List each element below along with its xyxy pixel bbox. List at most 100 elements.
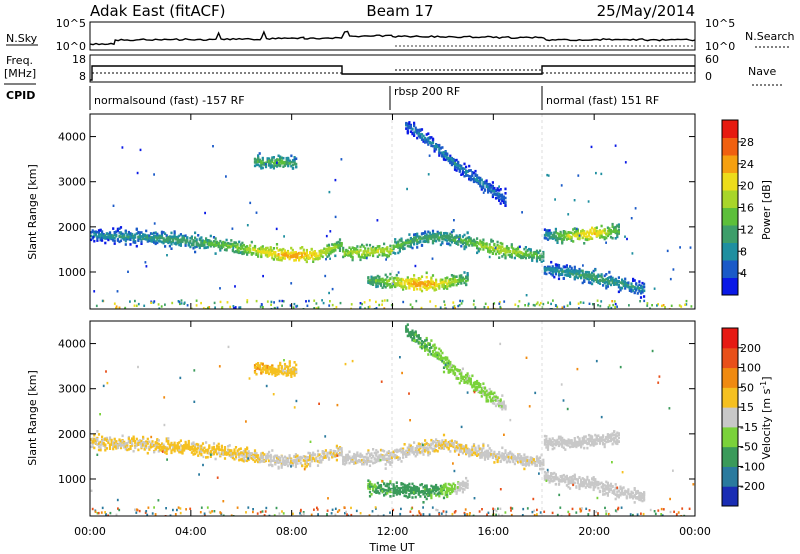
velocity-cell: [282, 457, 285, 460]
power-colorbar-swatch: [722, 120, 738, 138]
power-cell: [285, 254, 288, 257]
power-cell: [357, 253, 360, 256]
velocity-cell: [381, 457, 384, 460]
power-cell: [277, 256, 280, 259]
power-cell: [145, 238, 148, 241]
power-cell: [463, 174, 466, 178]
velocity-cell: [329, 451, 332, 455]
power-cell: [465, 283, 468, 287]
velocity-cell: [469, 453, 472, 457]
power-cell: [176, 237, 179, 240]
power-cell: [450, 238, 453, 242]
power-cell: [136, 171, 139, 175]
velocity-cell: [156, 444, 159, 447]
power-cell: [293, 157, 296, 161]
power-cell: [274, 161, 277, 165]
power-cell: [381, 299, 384, 303]
power-cell: [447, 242, 450, 246]
velocity-cell: [102, 442, 105, 446]
velocity-cell: [457, 446, 460, 450]
power-cell: [175, 241, 178, 244]
power-cell: [260, 161, 263, 165]
power-cell: [473, 299, 475, 303]
power-cell: [491, 187, 494, 190]
power-cell: [148, 234, 151, 237]
power-cell: [617, 223, 620, 226]
power-cell: [526, 248, 529, 252]
power-ytick-label: 2000: [58, 221, 86, 234]
power-cell: [205, 237, 208, 240]
velocity-cell: [181, 451, 184, 454]
velocity-cell: [405, 455, 408, 458]
power-cell: [672, 268, 675, 271]
power-cell: [614, 302, 617, 306]
power-cell: [118, 231, 121, 234]
power-cell: [268, 160, 271, 163]
power-cell: [184, 244, 187, 247]
power-cell: [442, 237, 446, 241]
velocity-cell: [510, 455, 513, 459]
velocity-cell: [101, 438, 104, 442]
power-cell: [175, 237, 178, 240]
power-cell: [689, 246, 692, 249]
velocity-cell: [275, 458, 279, 462]
power-cell: [608, 232, 611, 236]
power-cell: [420, 275, 424, 278]
power-cell: [557, 277, 561, 281]
velocity-cell: [269, 454, 272, 458]
velocity-cell: [487, 455, 490, 458]
power-cell: [433, 232, 436, 236]
velocity-cell: [282, 459, 285, 462]
velocity-cell: [239, 447, 242, 450]
power-cell: [301, 252, 304, 255]
power-cell: [285, 156, 288, 160]
power-cell: [430, 282, 433, 286]
velocity-cell: [367, 460, 370, 463]
power-cell: [357, 250, 360, 254]
power-colorbar-swatch: [722, 172, 738, 191]
power-cell: [257, 249, 260, 252]
power-cell: [364, 307, 366, 309]
velocity-cell: [211, 448, 214, 452]
power-cell: [531, 259, 534, 262]
power-cell: [164, 239, 167, 242]
velocity-cell: [331, 453, 334, 456]
power-cell: [134, 239, 137, 243]
power-cell: [488, 243, 491, 246]
power-cell: [156, 234, 159, 237]
velocity-cell: [197, 446, 200, 450]
nsearch-tick-low: 10^0: [705, 40, 735, 53]
power-cell: [427, 132, 430, 135]
velocity-cell: [181, 446, 184, 450]
power-cell: [554, 272, 557, 276]
velocity-cell: [351, 455, 354, 459]
power-cell: [194, 239, 197, 243]
power-cell: [520, 256, 523, 260]
power-cell: [375, 300, 377, 304]
velocity-cell: [375, 458, 378, 461]
power-cell: [255, 161, 258, 164]
velocity-cell: [345, 461, 348, 465]
velocity-cell: [157, 450, 160, 453]
power-cell: [625, 285, 628, 288]
power-cell: [327, 247, 331, 250]
velocity-cell: [312, 451, 315, 455]
velocity-cell: [348, 457, 351, 460]
power-cell: [372, 249, 375, 252]
velocity-cell: [119, 446, 123, 450]
power-cell: [499, 305, 502, 309]
power-cell: [545, 272, 548, 276]
velocity-cell: [542, 463, 545, 467]
velocity-cell: [148, 448, 151, 451]
power-cell: [487, 190, 490, 194]
power-cell: [576, 233, 579, 236]
power-cell: [395, 241, 398, 244]
power-cell: [145, 236, 148, 239]
velocity-cell: [135, 437, 138, 441]
power-cell: [411, 127, 414, 131]
power-cell: [498, 252, 501, 255]
velocity-cell: [258, 456, 261, 460]
velocity-cell: [116, 444, 119, 447]
power-cell: [529, 250, 532, 253]
velocity-cell: [342, 462, 345, 466]
